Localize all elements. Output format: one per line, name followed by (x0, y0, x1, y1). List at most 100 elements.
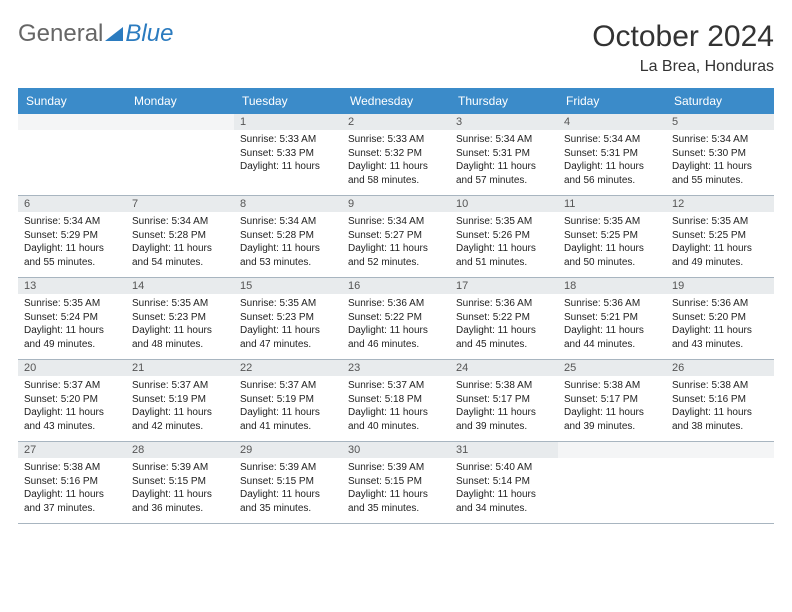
day-info-line: and 55 minutes. (24, 256, 120, 270)
day-info-line: and 39 minutes. (564, 420, 660, 434)
day-info-line: and 42 minutes. (132, 420, 228, 434)
day-number: 8 (234, 196, 342, 212)
day-body: Sunrise: 5:34 AMSunset: 5:28 PMDaylight:… (234, 212, 342, 275)
day-number: 26 (666, 360, 774, 376)
day-info-line: Daylight: 11 hours (348, 324, 444, 338)
day-cell: 1Sunrise: 5:33 AMSunset: 5:33 PMDaylight… (234, 114, 342, 196)
day-cell: 13Sunrise: 5:35 AMSunset: 5:24 PMDayligh… (18, 278, 126, 360)
day-number: 2 (342, 114, 450, 130)
day-cell: 8Sunrise: 5:34 AMSunset: 5:28 PMDaylight… (234, 196, 342, 278)
day-info-line: Sunset: 5:16 PM (24, 475, 120, 489)
day-info-line: Daylight: 11 hours (456, 488, 552, 502)
day-info-line: Sunrise: 5:37 AM (348, 379, 444, 393)
day-info-line: and 34 minutes. (456, 502, 552, 516)
day-info-line: Sunrise: 5:34 AM (24, 215, 120, 229)
day-number (558, 442, 666, 458)
day-info-line: Sunrise: 5:34 AM (672, 133, 768, 147)
day-cell: 4Sunrise: 5:34 AMSunset: 5:31 PMDaylight… (558, 114, 666, 196)
day-info-line: Sunrise: 5:40 AM (456, 461, 552, 475)
day-number: 10 (450, 196, 558, 212)
day-number: 13 (18, 278, 126, 294)
day-cell: 17Sunrise: 5:36 AMSunset: 5:22 PMDayligh… (450, 278, 558, 360)
day-body: Sunrise: 5:37 AMSunset: 5:18 PMDaylight:… (342, 376, 450, 439)
day-info-line: Sunrise: 5:36 AM (456, 297, 552, 311)
day-number: 28 (126, 442, 234, 458)
weekday-header: Monday (126, 88, 234, 114)
day-info-line: and 56 minutes. (564, 174, 660, 188)
day-info-line: Sunset: 5:17 PM (564, 393, 660, 407)
day-info-line: and 45 minutes. (456, 338, 552, 352)
header: General Blue October 2024 La Brea, Hondu… (18, 20, 774, 76)
day-info-line: Sunset: 5:15 PM (240, 475, 336, 489)
day-body: Sunrise: 5:38 AMSunset: 5:17 PMDaylight:… (558, 376, 666, 439)
day-info-line: Daylight: 11 hours (456, 406, 552, 420)
day-info-line: Sunset: 5:30 PM (672, 147, 768, 161)
day-info-line: Sunrise: 5:33 AM (348, 133, 444, 147)
day-info-line: Daylight: 11 hours (240, 160, 336, 174)
day-info-line: and 52 minutes. (348, 256, 444, 270)
day-info-line: Daylight: 11 hours (132, 324, 228, 338)
logo-triangle-icon (105, 27, 123, 41)
day-cell: 30 Sunrise: 5:39 AMSunset: 5:15 PMDayligh… (342, 442, 450, 524)
day-number (126, 114, 234, 130)
day-info-line: Daylight: 11 hours (672, 160, 768, 174)
day-cell: 16Sunrise: 5:36 AMSunset: 5:22 PMDayligh… (342, 278, 450, 360)
day-body: Sunrise: 5:34 AMSunset: 5:29 PMDaylight:… (18, 212, 126, 275)
day-info-line: Sunset: 5:15 PM (132, 475, 228, 489)
day-body: Sunrise: 5:38 AMSunset: 5:16 PMDaylight:… (666, 376, 774, 439)
day-number: 31 (450, 442, 558, 458)
day-info-line: Sunset: 5:22 PM (348, 311, 444, 325)
day-info-line: Sunrise: 5:34 AM (348, 215, 444, 229)
day-info-line: and 58 minutes. (348, 174, 444, 188)
day-number: 30 (342, 442, 450, 458)
day-info-line: Sunrise: 5:34 AM (240, 215, 336, 229)
day-body: Sunrise: 5:34 AMSunset: 5:27 PMDaylight:… (342, 212, 450, 275)
weekday-header: Wednesday (342, 88, 450, 114)
day-info-line: Daylight: 11 hours (24, 324, 120, 338)
day-body: Sunrise: 5:34 AMSunset: 5:28 PMDaylight:… (126, 212, 234, 275)
day-info-line: Sunset: 5:20 PM (672, 311, 768, 325)
logo-text-general: General (18, 20, 103, 48)
day-info-line: Sunset: 5:32 PM (348, 147, 444, 161)
day-number: 1 (234, 114, 342, 130)
day-info-line: Sunrise: 5:35 AM (240, 297, 336, 311)
day-info-line: and 48 minutes. (132, 338, 228, 352)
day-body: Sunrise: 5:36 AMSunset: 5:21 PMDaylight:… (558, 294, 666, 357)
day-number: 5 (666, 114, 774, 130)
day-info-line: Sunrise: 5:38 AM (456, 379, 552, 393)
logo-text-blue: Blue (125, 20, 173, 48)
day-info-line: Daylight: 11 hours (672, 406, 768, 420)
day-body: Sunrise: 5:35 AMSunset: 5:24 PMDaylight:… (18, 294, 126, 357)
day-info-line: and 40 minutes. (348, 420, 444, 434)
day-info-line: Daylight: 11 hours (24, 406, 120, 420)
day-cell: 14Sunrise: 5:35 AMSunset: 5:23 PMDayligh… (126, 278, 234, 360)
day-cell: 6Sunrise: 5:34 AMSunset: 5:29 PMDaylight… (18, 196, 126, 278)
day-info-line: Sunset: 5:15 PM (348, 475, 444, 489)
day-number: 12 (666, 196, 774, 212)
day-info-line: Sunrise: 5:35 AM (456, 215, 552, 229)
day-body: Sunrise: 5:35 AMSunset: 5:23 PMDaylight:… (126, 294, 234, 357)
day-info-line: Daylight: 11 hours (240, 488, 336, 502)
day-number: 21 (126, 360, 234, 376)
weekday-header: Saturday (666, 88, 774, 114)
day-info-line: Daylight: 11 hours (132, 406, 228, 420)
day-info-line: Sunset: 5:23 PM (132, 311, 228, 325)
day-info-line: Sunset: 5:14 PM (456, 475, 552, 489)
day-info-line: Sunset: 5:21 PM (564, 311, 660, 325)
day-info-line: Sunset: 5:24 PM (24, 311, 120, 325)
day-info-line: and 43 minutes. (24, 420, 120, 434)
day-number: 22 (234, 360, 342, 376)
day-number: 17 (450, 278, 558, 294)
day-info-line: Daylight: 11 hours (348, 488, 444, 502)
week-row: 27Sunrise: 5:38 AMSunset: 5:16 PMDayligh… (18, 442, 774, 524)
day-info-line: and 38 minutes. (672, 420, 768, 434)
day-info-line: Daylight: 11 hours (132, 242, 228, 256)
week-row: 6Sunrise: 5:34 AMSunset: 5:29 PMDaylight… (18, 196, 774, 278)
day-info-line: Sunset: 5:20 PM (24, 393, 120, 407)
day-number: 14 (126, 278, 234, 294)
day-cell: 10Sunrise: 5:35 AMSunset: 5:26 PMDayligh… (450, 196, 558, 278)
month-title: October 2024 (592, 20, 774, 54)
day-body: Sunrise: 5:33 AMSunset: 5:32 PMDaylight:… (342, 130, 450, 193)
day-info-line: Sunrise: 5:39 AM (348, 461, 444, 475)
day-info-line: and 57 minutes. (456, 174, 552, 188)
